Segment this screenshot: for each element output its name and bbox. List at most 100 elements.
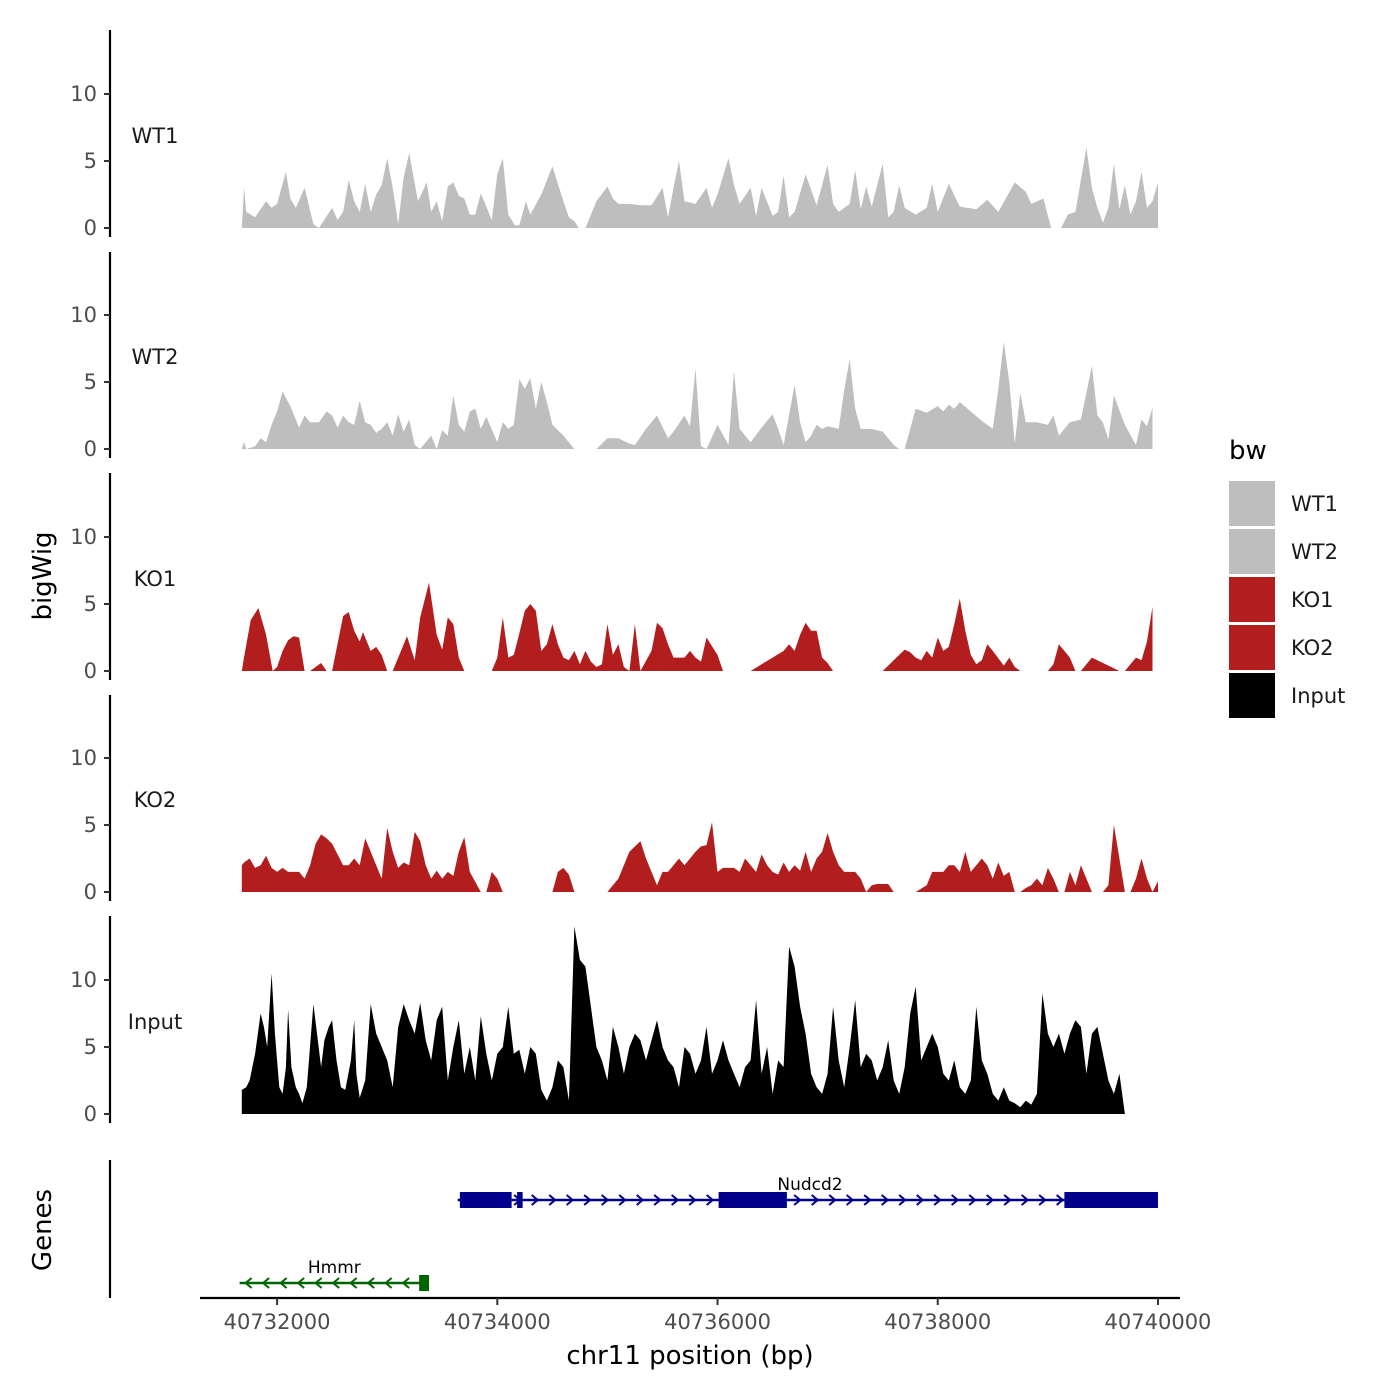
legend-swatch-ko2 xyxy=(1229,625,1275,670)
strand-chevron xyxy=(279,1277,288,1289)
legend-label-wt2: WT2 xyxy=(1291,540,1338,564)
genes-panel: Nudcd2 Hmmr xyxy=(108,1160,1158,1298)
strand-chevron xyxy=(916,1194,925,1206)
strand-chevron xyxy=(706,1194,715,1206)
legend-title: bw xyxy=(1229,436,1267,466)
gene-hmmr: Hmmr xyxy=(239,1258,430,1291)
x-tick-label: 40740000 xyxy=(1105,1310,1212,1334)
legend-swatch-wt2 xyxy=(1229,529,1275,574)
strand-chevron xyxy=(846,1194,855,1206)
strand-chevron xyxy=(601,1194,610,1206)
exon-block xyxy=(459,1192,512,1208)
exon-block xyxy=(517,1192,523,1208)
exon-block xyxy=(1064,1192,1158,1208)
strand-chevron xyxy=(933,1194,942,1206)
track-wt2: 0 5 10 WT2 xyxy=(70,252,1153,461)
y-tick-label: 5 xyxy=(84,370,97,394)
y-tick-label: 0 xyxy=(84,1102,97,1126)
y-tick-label: 10 xyxy=(70,968,97,992)
legend-label-wt1: WT1 xyxy=(1291,492,1338,516)
strand-chevron xyxy=(881,1194,890,1206)
gene-label: Hmmr xyxy=(308,1258,361,1278)
legend-swatch-wt1 xyxy=(1229,481,1275,526)
x-tick-label: 40736000 xyxy=(664,1310,771,1334)
y-tick-label: 0 xyxy=(84,659,97,683)
strand-chevron xyxy=(968,1194,977,1206)
strand-chevron xyxy=(531,1194,540,1206)
strand-chevron xyxy=(811,1194,820,1206)
legend: bw WT1 WT2 KO1 KO2 Input xyxy=(1229,436,1345,718)
strand-chevron xyxy=(583,1194,592,1206)
gene-label: Nudcd2 xyxy=(777,1175,842,1195)
track-label: Input xyxy=(128,1010,182,1034)
y-tick-label: 10 xyxy=(70,746,97,770)
strand-chevron xyxy=(951,1194,960,1206)
strand-chevron xyxy=(366,1277,375,1289)
strand-chevron xyxy=(349,1277,358,1289)
coverage-area-ko1 xyxy=(241,582,1153,671)
track-label: KO2 xyxy=(134,788,177,812)
exon-block xyxy=(419,1275,430,1291)
strand-chevron xyxy=(688,1194,697,1206)
strand-chevron xyxy=(566,1194,575,1206)
coverage-area-ko2 xyxy=(241,822,1159,892)
track-label: WT2 xyxy=(132,345,179,369)
strand-chevron xyxy=(1003,1194,1012,1206)
strand-chevron xyxy=(1038,1194,1047,1206)
exon-block xyxy=(718,1192,787,1208)
strand-chevron xyxy=(401,1277,410,1289)
legend-label-input: Input xyxy=(1291,684,1345,708)
strand-chevron xyxy=(548,1194,557,1206)
track-ko2: 0 5 10 KO2 xyxy=(70,695,1159,904)
coverage-area-wt2 xyxy=(241,341,1153,449)
strand-chevron xyxy=(863,1194,872,1206)
x-axis-title: chr11 position (bp) xyxy=(566,1341,813,1371)
strand-chevron xyxy=(828,1194,837,1206)
strand-chevron xyxy=(1021,1194,1030,1206)
strand-chevron xyxy=(296,1277,305,1289)
track-label: WT1 xyxy=(132,124,179,148)
strand-chevron xyxy=(671,1194,680,1206)
strand-chevron xyxy=(384,1277,393,1289)
y-tick-label: 0 xyxy=(84,216,97,240)
y-tick-label: 0 xyxy=(84,437,97,461)
genes-axis-title: Genes xyxy=(28,1189,58,1271)
strand-chevron xyxy=(1056,1194,1065,1206)
legend-swatch-ko1 xyxy=(1229,577,1275,622)
coverage-area-wt1 xyxy=(241,147,1159,228)
x-tick-label: 40732000 xyxy=(224,1310,331,1334)
x-axis: 40732000 40734000 40736000 40738000 40740000 xyxy=(200,1296,1212,1334)
x-tick-label: 40734000 xyxy=(444,1310,551,1334)
coverage-area-input xyxy=(241,926,1125,1114)
strand-chevron xyxy=(618,1194,627,1206)
y-tick-label: 10 xyxy=(70,303,97,327)
track-label: KO1 xyxy=(134,567,177,591)
y-tick-label: 5 xyxy=(84,149,97,173)
y-tick-label: 5 xyxy=(84,1035,97,1059)
strand-chevron xyxy=(653,1194,662,1206)
track-wt1: 0 5 10 WT1 xyxy=(70,30,1159,240)
strand-chevron xyxy=(986,1194,995,1206)
legend-swatch-input xyxy=(1229,673,1275,718)
track-input: 0 5 10 Input xyxy=(70,916,1125,1126)
y-tick-label: 5 xyxy=(84,813,97,837)
y-axis-title: bigWig xyxy=(28,531,58,620)
strand-chevron xyxy=(261,1277,270,1289)
legend-label-ko2: KO2 xyxy=(1291,636,1334,660)
x-tick-label: 40738000 xyxy=(884,1310,991,1334)
gene-nudcd2: Nudcd2 xyxy=(457,1175,1158,1208)
y-tick-label: 5 xyxy=(84,592,97,616)
strand-chevron xyxy=(314,1277,323,1289)
y-tick-label: 10 xyxy=(70,525,97,549)
y-tick-label: 0 xyxy=(84,880,97,904)
y-tick-label: 10 xyxy=(70,82,97,106)
track-ko1: 0 5 10 KO1 xyxy=(70,473,1153,683)
strand-chevron xyxy=(636,1194,645,1206)
strand-chevron xyxy=(331,1277,340,1289)
strand-chevron xyxy=(793,1194,802,1206)
legend-label-ko1: KO1 xyxy=(1291,588,1334,612)
strand-chevron xyxy=(898,1194,907,1206)
bigwig-tracks: 0 5 10 WT1 0 5 10 WT2 0 5 10 KO1 0 5 10 KO2 0 5 10 Input xyxy=(70,30,1159,1126)
strand-chevron xyxy=(244,1277,253,1289)
